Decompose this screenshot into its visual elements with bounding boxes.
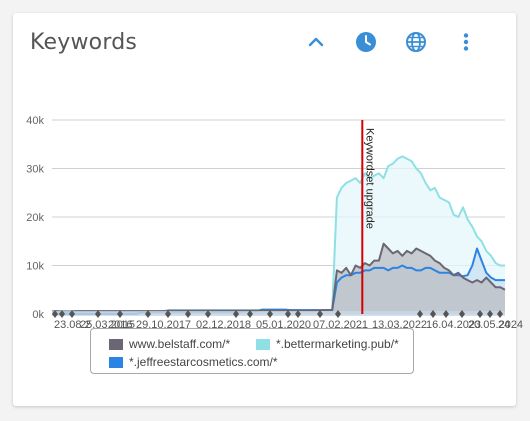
legend-swatch [109,356,123,368]
event-marker [285,310,291,318]
event-marker [267,310,273,318]
event-marker [185,310,191,318]
legend-label: www.belstaff.com/* [129,337,231,351]
event-marker [497,310,503,318]
y-tick-label: 20k [26,212,44,224]
annotation-label: Keywordset upgrade [363,128,375,229]
event-marker [69,310,75,318]
event-marker [443,310,449,318]
event-marker [52,310,58,318]
chevron-up-icon[interactable] [305,31,327,53]
y-tick-label: 10k [26,261,44,273]
event-marker [165,310,171,318]
event-marker [459,310,465,318]
event-marker [117,310,123,318]
event-marker [145,310,151,318]
legend-swatch [109,338,123,350]
chart-legend: www.belstaff.com/* *.bettermarketing.pub… [90,328,414,374]
event-marker [247,310,253,318]
event-marker [487,310,493,318]
x-tick-label: 24 [498,319,510,331]
legend-item-bettermarketing[interactable]: *.bettermarketing.pub/* [256,337,399,351]
event-marker [205,310,211,318]
globe-icon[interactable] [405,31,427,53]
y-tick-label: 30k [26,164,44,176]
event-marker [233,310,239,318]
x-axis-track [52,311,505,316]
more-vertical-icon[interactable] [455,31,477,53]
series-area [52,243,505,314]
event-marker [477,310,483,318]
x-tick-label: 16.04.2023 [426,319,481,331]
legend-item-belstaff[interactable]: www.belstaff.com/* [109,337,230,351]
legend-label: *.bettermarketing.pub/* [276,337,399,351]
event-marker [335,310,341,318]
event-marker [430,310,436,318]
legend-swatch [256,338,270,350]
legend-item-jeffreestar[interactable]: *.jeffreestarcosmetics.com/* [109,355,278,369]
event-marker [417,310,423,318]
y-tick-label: 40k [26,115,44,127]
event-marker [317,310,323,318]
event-marker [95,310,101,318]
event-marker [59,310,65,318]
legend-label: *.jeffreestarcosmetics.com/* [129,355,278,369]
x-tick-label: 20.05.2024 [468,319,523,331]
event-marker [295,310,301,318]
x-tick-label: 23.08.2 [54,319,91,331]
y-tick-label: 0k [32,309,44,321]
widget-title: Keywords [30,30,138,55]
clock-icon[interactable] [355,31,377,53]
